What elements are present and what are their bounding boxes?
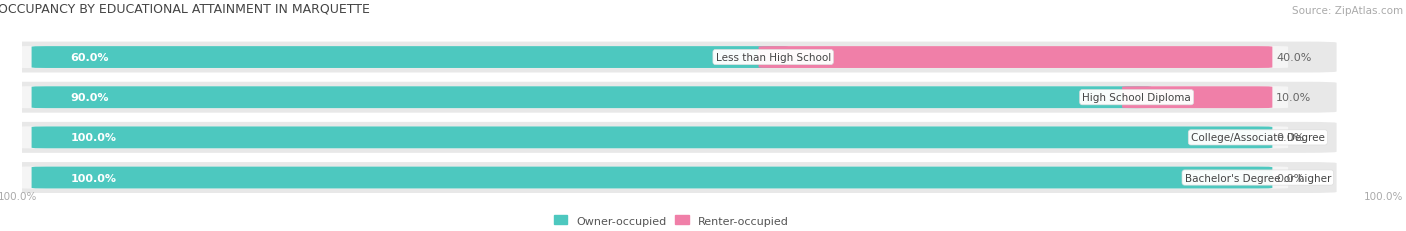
FancyBboxPatch shape	[31, 127, 1272, 149]
Text: 0.0%: 0.0%	[1277, 133, 1305, 143]
FancyBboxPatch shape	[0, 43, 1337, 73]
Text: Bachelor's Degree or higher: Bachelor's Degree or higher	[1185, 173, 1331, 183]
Text: 100.0%: 100.0%	[70, 173, 117, 183]
FancyBboxPatch shape	[0, 162, 1337, 193]
FancyBboxPatch shape	[15, 167, 1288, 189]
Text: 90.0%: 90.0%	[70, 93, 108, 103]
Text: Less than High School: Less than High School	[716, 53, 831, 63]
Text: 60.0%: 60.0%	[70, 53, 108, 63]
Text: College/Associate Degree: College/Associate Degree	[1191, 133, 1324, 143]
Text: Source: ZipAtlas.com: Source: ZipAtlas.com	[1292, 6, 1403, 16]
Text: High School Diploma: High School Diploma	[1083, 93, 1191, 103]
Text: 0.0%: 0.0%	[1277, 173, 1305, 183]
Legend: Owner-occupied, Renter-occupied: Owner-occupied, Renter-occupied	[550, 211, 793, 230]
FancyBboxPatch shape	[15, 47, 1288, 69]
Text: 10.0%: 10.0%	[1277, 93, 1312, 103]
Text: 100.0%: 100.0%	[1364, 191, 1403, 201]
FancyBboxPatch shape	[0, 82, 1337, 113]
Text: 100.0%: 100.0%	[0, 191, 37, 201]
Text: 40.0%: 40.0%	[1277, 53, 1312, 63]
FancyBboxPatch shape	[31, 47, 787, 69]
FancyBboxPatch shape	[0, 122, 1337, 153]
FancyBboxPatch shape	[759, 47, 1272, 69]
FancyBboxPatch shape	[31, 167, 1272, 189]
FancyBboxPatch shape	[15, 127, 1288, 149]
FancyBboxPatch shape	[15, 87, 1288, 109]
Text: OCCUPANCY BY EDUCATIONAL ATTAINMENT IN MARQUETTE: OCCUPANCY BY EDUCATIONAL ATTAINMENT IN M…	[0, 3, 370, 16]
Text: 100.0%: 100.0%	[70, 133, 117, 143]
FancyBboxPatch shape	[1122, 87, 1272, 109]
FancyBboxPatch shape	[31, 87, 1152, 109]
